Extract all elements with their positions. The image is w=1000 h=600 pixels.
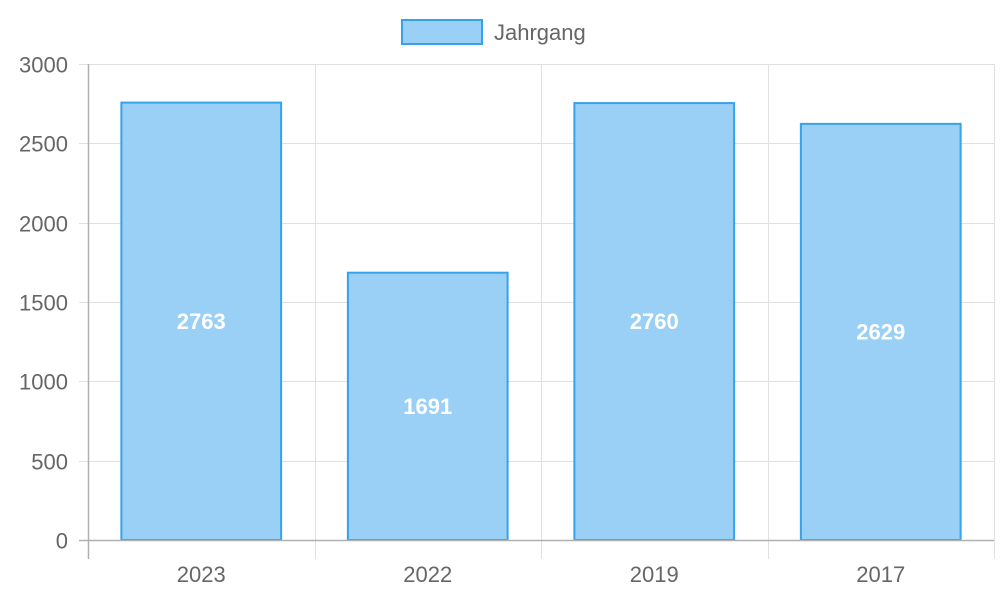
axes: 0 500 1000 1500 2000 2500 3000 2023 2022 2019 2017 bbox=[19, 53, 994, 587]
data-label-2019: 2760 bbox=[630, 309, 679, 334]
y-tick-label: 3000 bbox=[19, 53, 68, 78]
bar-2019[interactable] bbox=[573, 102, 736, 542]
data-labels: 2763 1691 2760 2629 bbox=[177, 309, 905, 419]
bar-2022[interactable] bbox=[346, 271, 509, 541]
y-tick-label: 1000 bbox=[19, 370, 68, 395]
x-tick-label: 2019 bbox=[630, 562, 679, 587]
data-label-2017: 2629 bbox=[856, 319, 905, 344]
bars bbox=[120, 101, 962, 542]
legend-label[interactable]: Jahrgang bbox=[494, 20, 586, 45]
x-tick-label: 2023 bbox=[177, 562, 226, 587]
data-label-2022: 1691 bbox=[403, 394, 452, 419]
y-tick-label: 2000 bbox=[19, 212, 68, 237]
y-tick-label: 2500 bbox=[19, 132, 68, 157]
y-tick-label: 0 bbox=[56, 529, 68, 554]
x-tick-label: 2022 bbox=[403, 562, 452, 587]
y-tick-label: 500 bbox=[31, 450, 68, 475]
legend-swatch[interactable] bbox=[401, 19, 483, 45]
data-label-2023: 2763 bbox=[177, 309, 226, 334]
legend[interactable]: Jahrgang bbox=[401, 19, 586, 45]
y-tick-label: 1500 bbox=[19, 291, 68, 316]
bar-2023[interactable] bbox=[120, 101, 283, 541]
bar-2017[interactable] bbox=[799, 122, 962, 542]
x-tick-label: 2017 bbox=[856, 562, 905, 587]
